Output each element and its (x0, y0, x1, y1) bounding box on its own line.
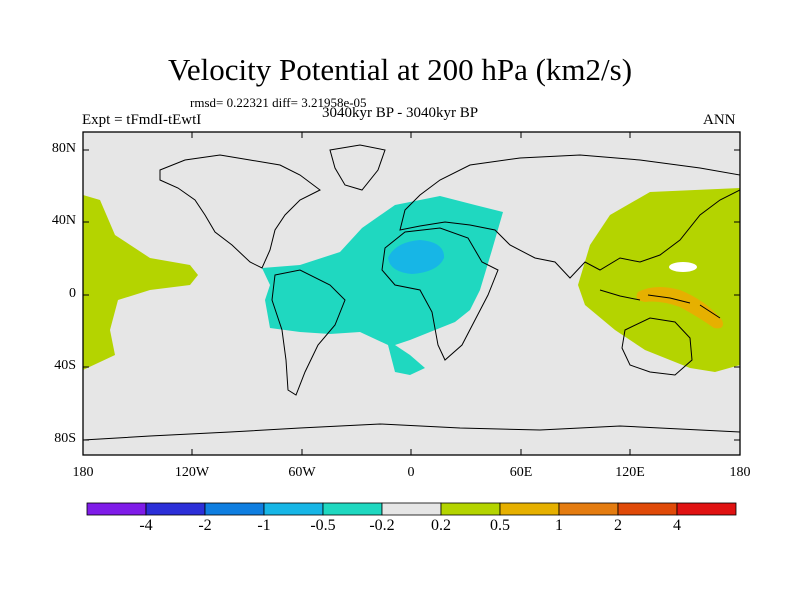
neutral-pocket (669, 262, 697, 272)
coast-antarctica (82, 423, 741, 441)
colorbar-label: -0.5 (310, 517, 336, 534)
colorbar-swatch (617, 502, 678, 516)
coast-north-america (159, 154, 321, 269)
colorbar-swatch (440, 502, 501, 516)
negative-anomaly-atlantic (262, 196, 503, 375)
colorbar-swatch (263, 502, 324, 516)
period-label: 3040kyr BP - 3040kyr BP (322, 105, 479, 121)
colorbar-label: 0.5 (490, 517, 510, 534)
lat-label-80s: 80S (54, 431, 76, 446)
colorbar-swatch (381, 502, 442, 516)
coast-africa (381, 227, 499, 361)
colorbar-label: 4 (673, 517, 681, 534)
lon-label-180w: 180 (72, 465, 94, 480)
lon-label-180e: 180 (729, 465, 751, 480)
colorbar-label: -4 (139, 517, 153, 534)
lat-label-0: 0 (69, 286, 76, 301)
coast-maritime-continent (599, 289, 721, 319)
map-title: Velocity Potential at 200 hPa (km2/s) (167, 52, 633, 87)
lon-label-60e: 60E (509, 465, 533, 480)
experiment-label: Expt = tFmdI-tEwtI (82, 112, 202, 128)
lon-label-120w: 120W (174, 465, 210, 480)
strong-negative-anomaly (388, 240, 445, 274)
colorbar-label: -0.2 (369, 517, 395, 534)
colorbar-swatch (322, 502, 383, 516)
season-label: ANN (703, 112, 736, 128)
positive-anomaly-west-pacific (578, 188, 740, 372)
coast-greenland (329, 144, 386, 191)
colorbar-swatch (558, 502, 619, 516)
coast-south-america (271, 269, 346, 396)
colorbar-swatch (499, 502, 560, 516)
lon-label-0: 0 (407, 465, 415, 480)
lon-ticks (191, 132, 631, 455)
stats-line: rmsd= 0.22321 diff= 3.21958e-05 (190, 95, 367, 110)
lat-ticks (83, 149, 740, 441)
colorbar-swatch (86, 502, 147, 516)
coast-australia (621, 317, 693, 376)
lon-label-120e: 120E (615, 465, 645, 480)
colorbar-label: 1 (555, 517, 563, 534)
lon-label-60w: 60W (288, 465, 316, 480)
coast-eurasia (399, 154, 741, 279)
colorbar-label: -2 (198, 517, 212, 534)
colorbar-swatch (676, 502, 737, 516)
colorbar-swatch (145, 502, 206, 516)
lat-label-40s: 40S (54, 358, 76, 373)
lat-label-40n: 40N (51, 213, 76, 228)
colorbar-swatch (204, 502, 265, 516)
colorbar-label: -1 (257, 517, 271, 534)
colorbar-label: 2 (614, 517, 622, 534)
positive-anomaly-east-pacific (83, 195, 198, 370)
colorbar-label: 0.2 (431, 517, 451, 534)
lat-label-80n: 80N (51, 141, 76, 156)
coastlines (82, 144, 741, 441)
strong-positive-anomaly (636, 286, 723, 329)
colorbar (86, 502, 737, 516)
